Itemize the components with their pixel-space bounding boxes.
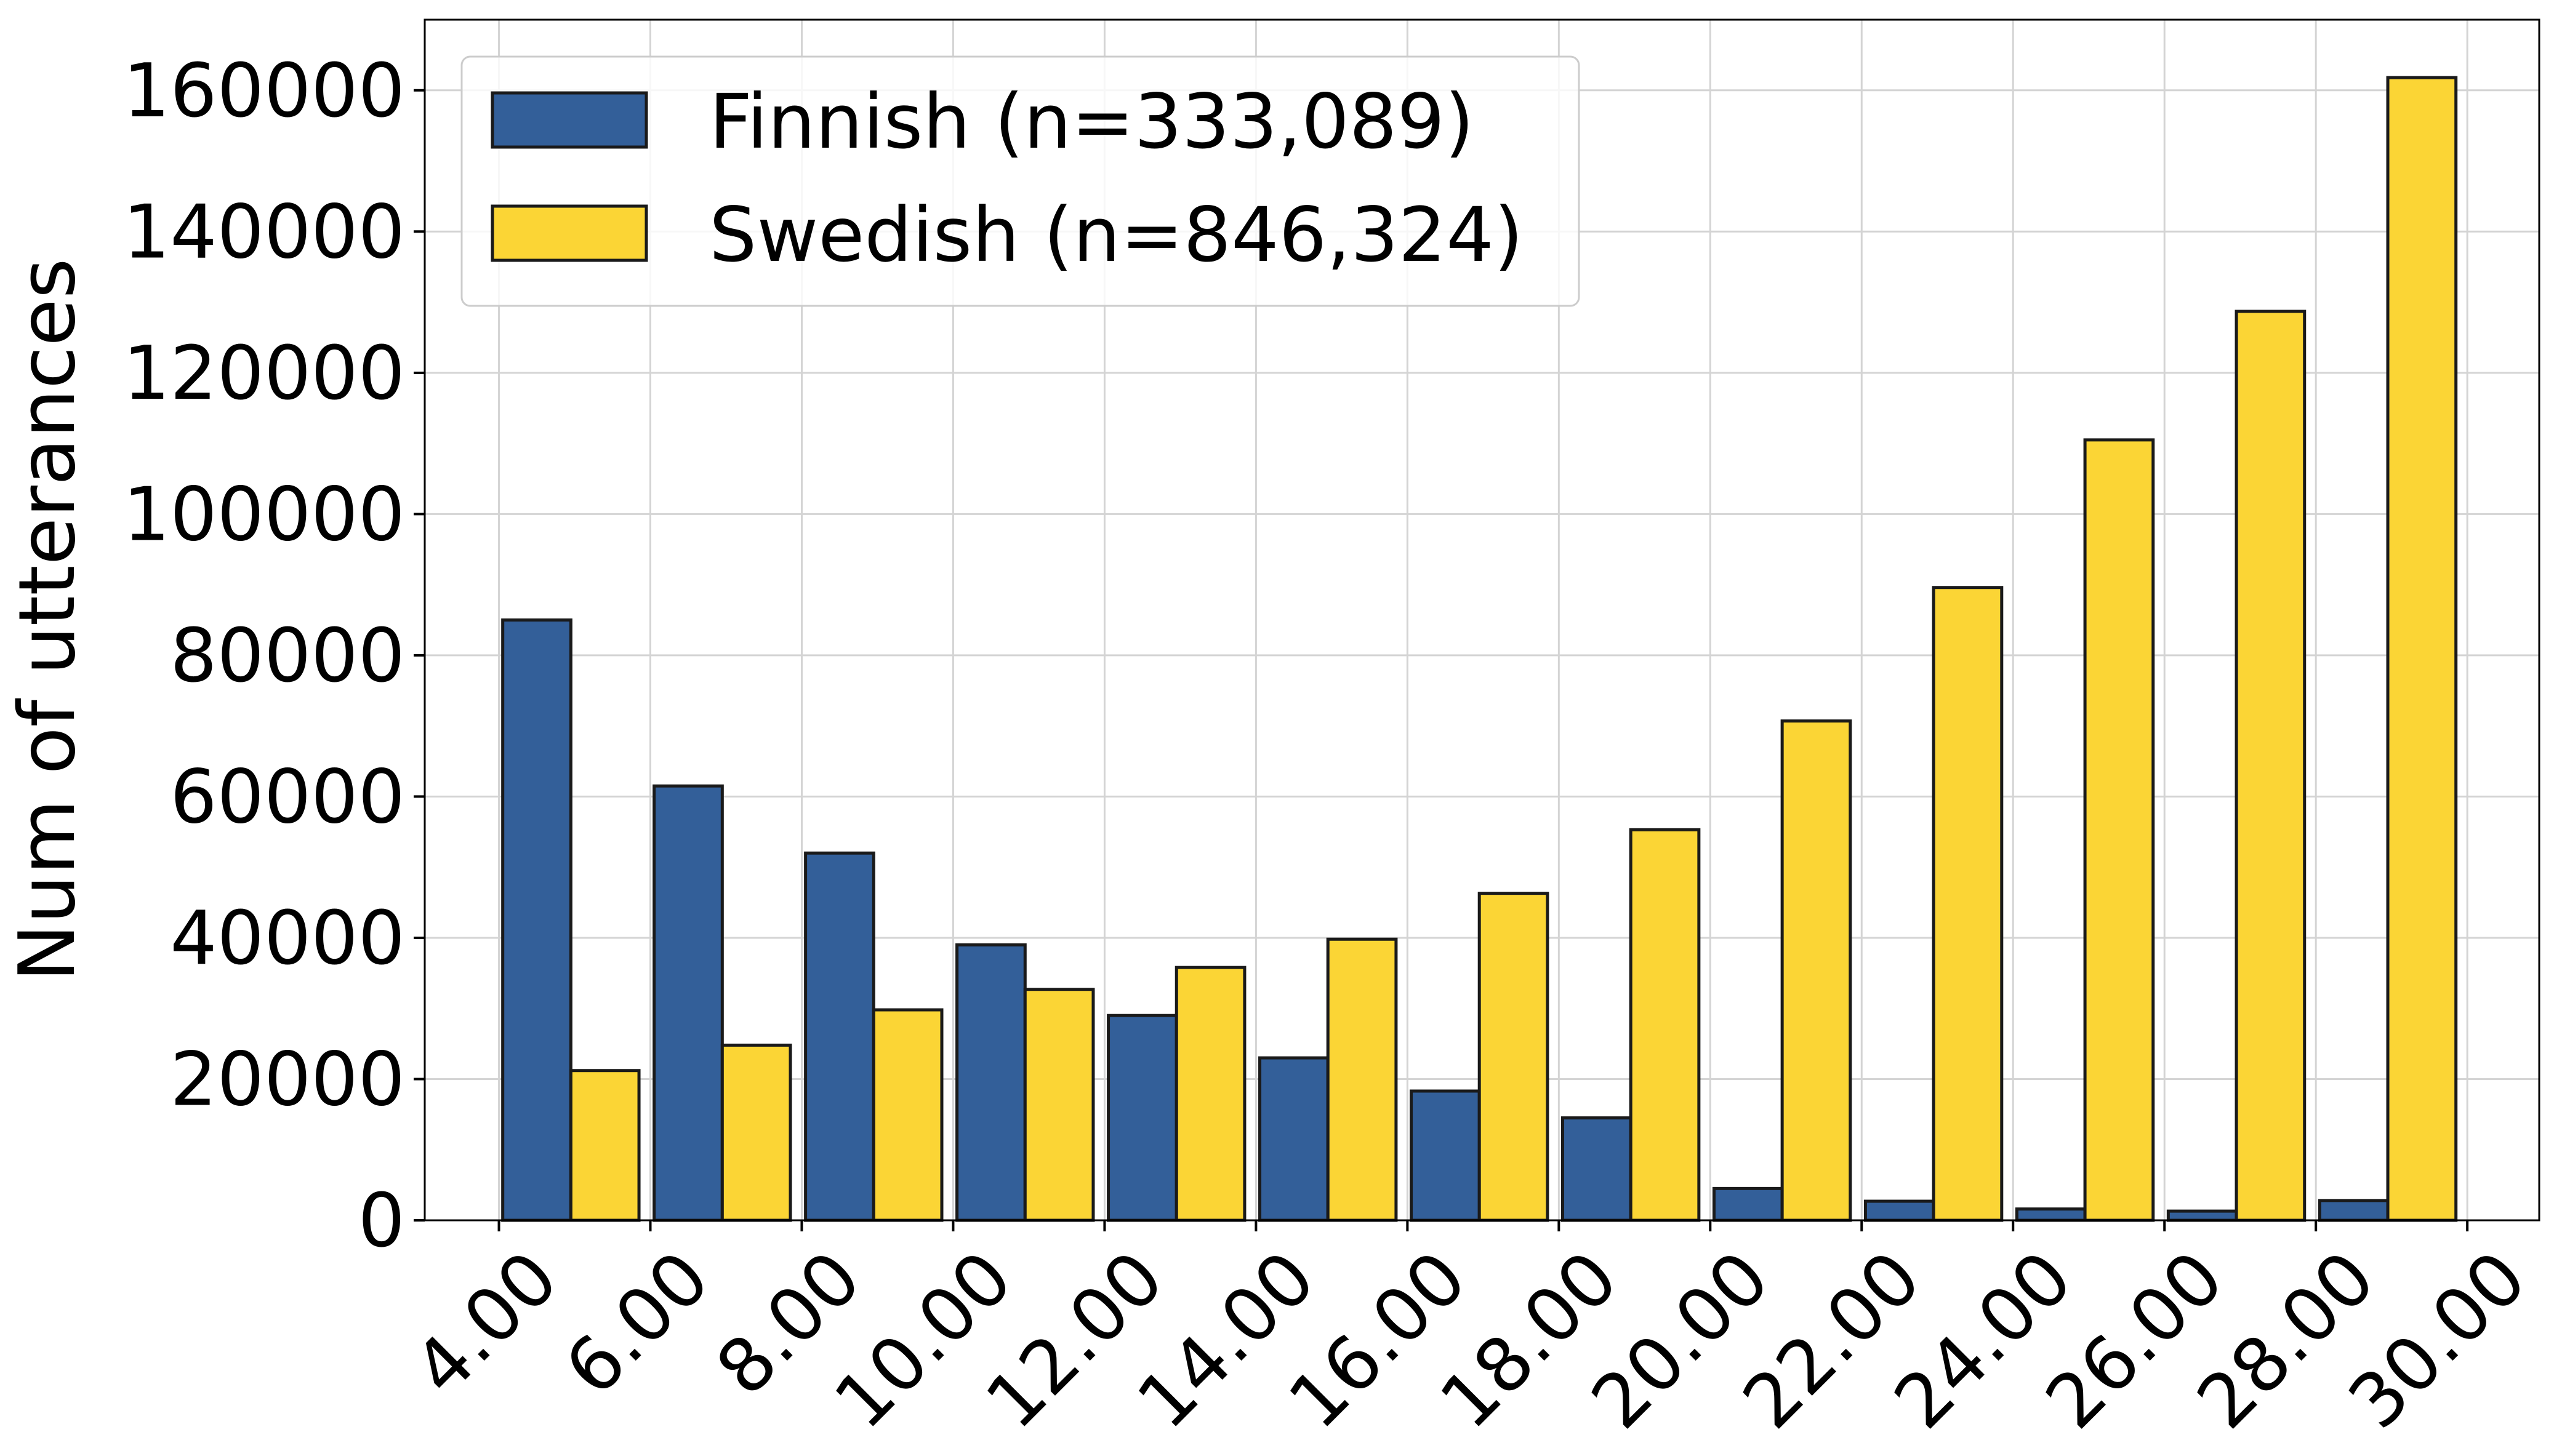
bar-swedish-1 <box>720 1043 792 1222</box>
bar-swedish-9 <box>1932 586 2004 1222</box>
bar-swedish-4 <box>1175 966 1247 1222</box>
y-tick-label: 140000 <box>123 190 405 275</box>
bar-swedish-8 <box>1780 719 1852 1222</box>
bar-finnish-1 <box>653 784 724 1222</box>
y-axis-title-group: Num of utterances <box>2 258 92 982</box>
bar-finnish-5 <box>1258 1056 1330 1222</box>
y-tick-label: 160000 <box>123 49 405 134</box>
y-tick-label: 60000 <box>170 754 405 840</box>
y-tick-label: 40000 <box>170 896 405 982</box>
bar-finnish-10 <box>2015 1207 2087 1222</box>
bar-finnish-3 <box>955 943 1027 1222</box>
bar-swedish-5 <box>1326 937 1398 1222</box>
bar-finnish-7 <box>1560 1116 1632 1222</box>
y-tick-label: 80000 <box>170 614 405 699</box>
legend-box <box>460 55 1580 307</box>
y-axis-title: Num of utterances <box>2 258 92 982</box>
bar-swedish-10 <box>2083 438 2155 1222</box>
bar-finnish-8 <box>1712 1186 1784 1222</box>
bar-swedish-6 <box>1477 892 1549 1222</box>
bar-finnish-9 <box>1863 1199 1935 1222</box>
y-tick-label: 120000 <box>123 331 405 417</box>
bar-finnish-4 <box>1107 1014 1178 1222</box>
bar-finnish-2 <box>804 851 875 1222</box>
legend-label-swedish: Swedish (n=846,324) <box>709 191 1524 279</box>
bar-swedish-0 <box>569 1069 641 1222</box>
bar-finnish-11 <box>2166 1209 2238 1222</box>
y-tick-label: 20000 <box>170 1037 405 1122</box>
plot-frame <box>424 18 2540 1222</box>
legend-swatch-finnish <box>491 91 648 149</box>
bars <box>501 76 2458 1222</box>
y-tick-label: 0 <box>358 1178 405 1264</box>
legend-swatch-swedish <box>491 204 648 262</box>
bar-swedish-7 <box>1629 828 1701 1222</box>
bar-swedish-2 <box>872 1008 944 1222</box>
bar-swedish-11 <box>2235 310 2307 1222</box>
legend[interactable]: Finnish (n=333,089) Swedish (n=846,324) <box>460 55 1580 307</box>
legend-label-finnish: Finnish (n=333,089) <box>709 78 1474 166</box>
bar-swedish-12 <box>2386 76 2458 1222</box>
bar-finnish-0 <box>501 618 572 1222</box>
bar-swedish-3 <box>1023 988 1095 1222</box>
bar-finnish-6 <box>1410 1089 1481 1222</box>
y-tick-label: 100000 <box>123 472 405 558</box>
bar-finnish-12 <box>2318 1199 2390 1222</box>
